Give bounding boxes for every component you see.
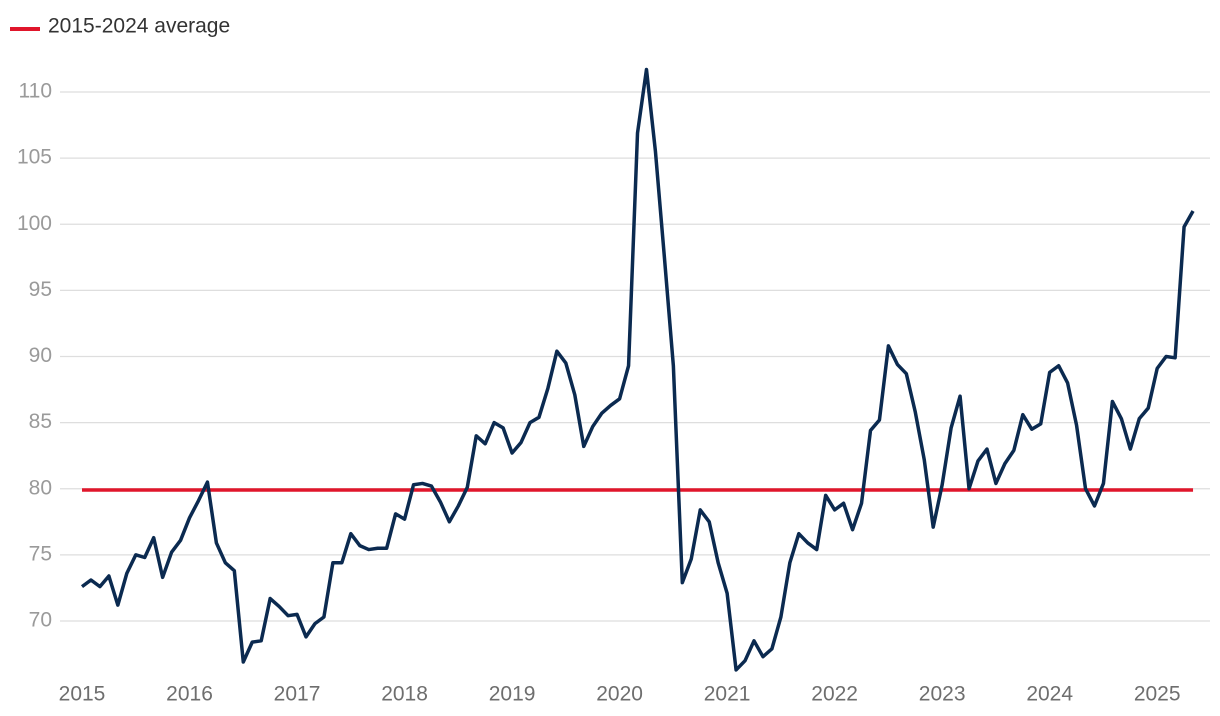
x-tick-label: 2015 xyxy=(59,683,106,706)
x-tick-label: 2022 xyxy=(811,683,858,706)
x-tick-label: 2021 xyxy=(704,683,751,706)
data-line xyxy=(80,67,1195,672)
x-tick-label: 2024 xyxy=(1026,683,1073,706)
y-tick-label: 75 xyxy=(29,542,52,565)
y-tick-label: 110 xyxy=(19,80,52,103)
y-tick-label: 90 xyxy=(29,344,52,367)
y-tick-label: 85 xyxy=(29,410,52,433)
x-tick-label: 2025 xyxy=(1134,683,1181,706)
y-tick-label: 105 xyxy=(17,146,52,169)
x-tick-label: 2017 xyxy=(274,683,321,706)
x-tick-label: 2019 xyxy=(489,683,536,706)
y-tick-label: 80 xyxy=(29,476,52,499)
y-tick-label: 95 xyxy=(29,278,52,301)
x-tick-label: 2016 xyxy=(166,683,213,706)
y-tick-label: 100 xyxy=(17,212,52,235)
x-tick-label: 2020 xyxy=(596,683,643,706)
x-tick-label: 2018 xyxy=(381,683,428,706)
legend-label: 2015-2024 average xyxy=(48,15,230,38)
x-tick-label: 2023 xyxy=(919,683,966,706)
y-tick-label: 70 xyxy=(29,609,52,632)
